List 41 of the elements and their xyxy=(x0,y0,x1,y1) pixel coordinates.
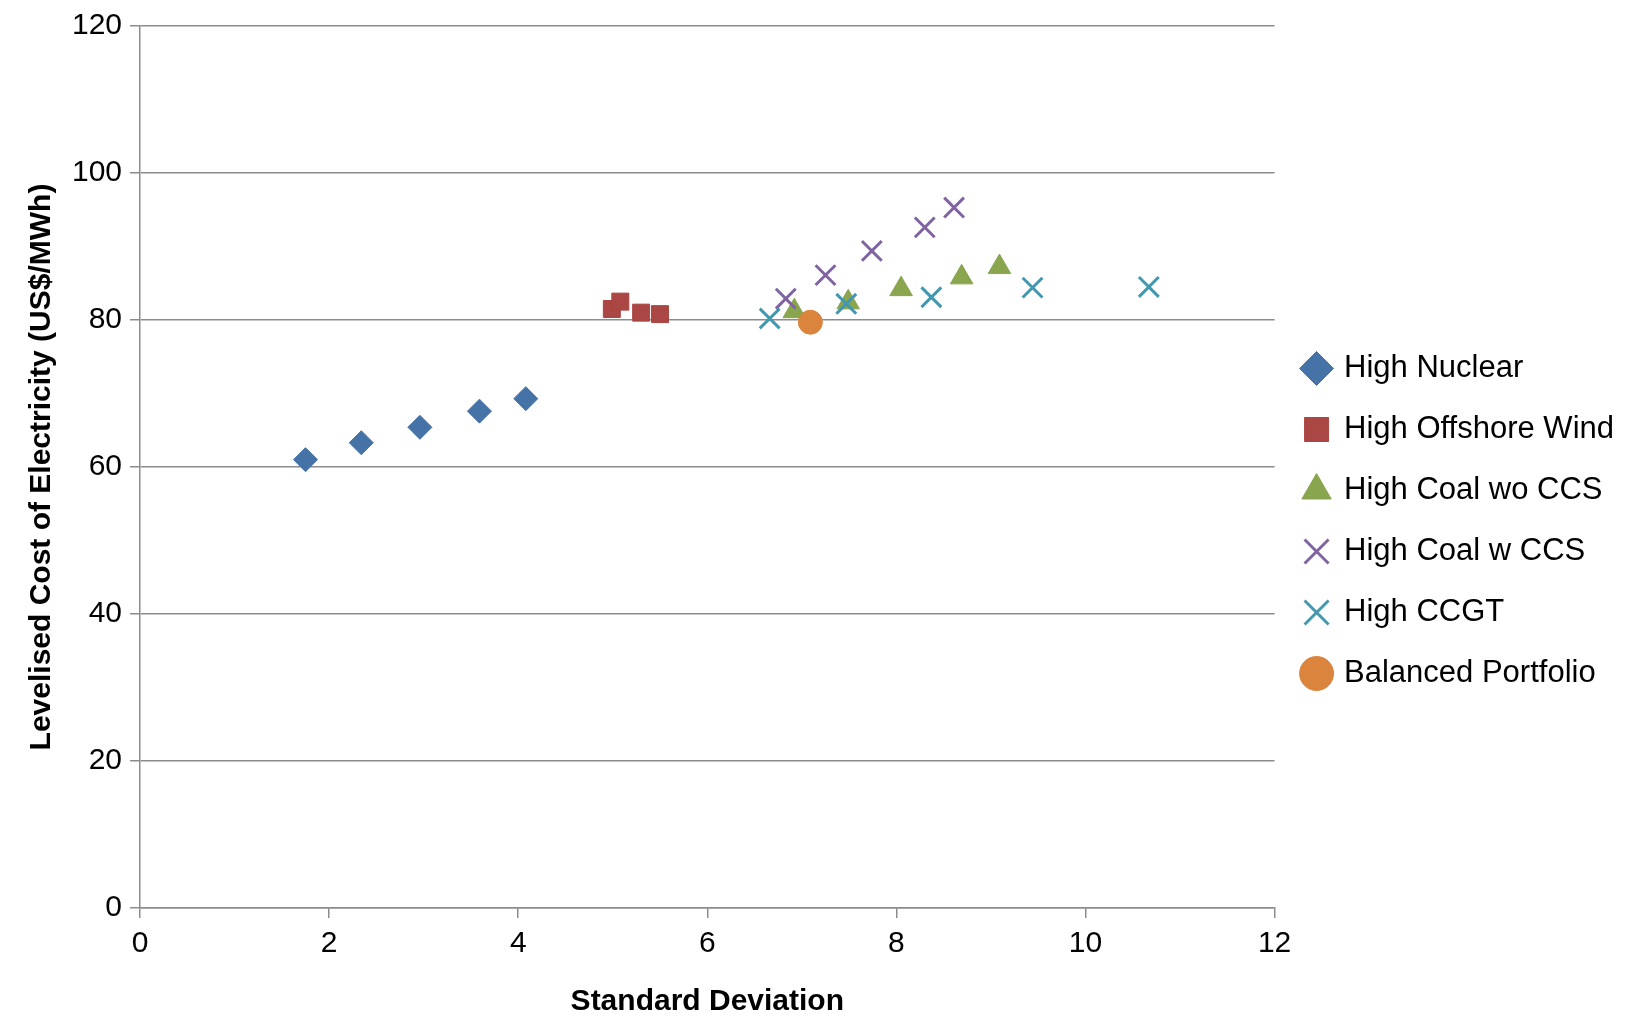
y-tick-label: 120 xyxy=(71,7,123,41)
y-tick-label: 40 xyxy=(88,595,123,629)
point xyxy=(860,239,884,263)
x-tick-label: 4 xyxy=(509,925,527,959)
point xyxy=(651,305,670,324)
point xyxy=(293,447,318,473)
legend-label: Balanced Portfolio xyxy=(1344,654,1596,690)
x-tick-label: 8 xyxy=(888,925,905,959)
x-tick-label: 10 xyxy=(1068,925,1103,959)
x-tick-label: 2 xyxy=(320,925,338,959)
legend-label: High Offshore Wind xyxy=(1344,410,1614,446)
y-tick-label: 20 xyxy=(88,742,123,776)
point xyxy=(466,398,492,424)
x-tick-label: 0 xyxy=(131,925,149,959)
y-tick-label: 60 xyxy=(88,448,123,482)
x-tick-label: 12 xyxy=(1257,925,1292,959)
point xyxy=(407,414,433,440)
point xyxy=(1137,275,1161,299)
point xyxy=(814,263,837,287)
point xyxy=(1021,276,1044,300)
point xyxy=(919,285,943,309)
point xyxy=(913,215,937,239)
legend-label: High Nuclear xyxy=(1344,349,1524,385)
y-axis-title: Levelised Cost of Electricity (US$/MWh) xyxy=(23,183,57,751)
point xyxy=(797,309,823,335)
point xyxy=(513,386,539,412)
point xyxy=(758,307,782,330)
legend-label: High Coal w CCS xyxy=(1344,532,1586,568)
y-tick-label: 80 xyxy=(88,301,123,335)
legend-label: High CCGT xyxy=(1344,593,1505,629)
x-tick-label: 6 xyxy=(698,925,716,959)
point xyxy=(834,292,858,316)
y-tick-label: 0 xyxy=(105,889,123,923)
point xyxy=(611,292,630,311)
x-axis-title: Standard Deviation xyxy=(570,983,845,1017)
point xyxy=(942,196,966,219)
y-tick-label: 100 xyxy=(71,154,123,188)
legend-label: High Coal wo CCS xyxy=(1344,471,1603,507)
point xyxy=(774,287,798,311)
point xyxy=(632,303,651,322)
point xyxy=(348,430,374,456)
